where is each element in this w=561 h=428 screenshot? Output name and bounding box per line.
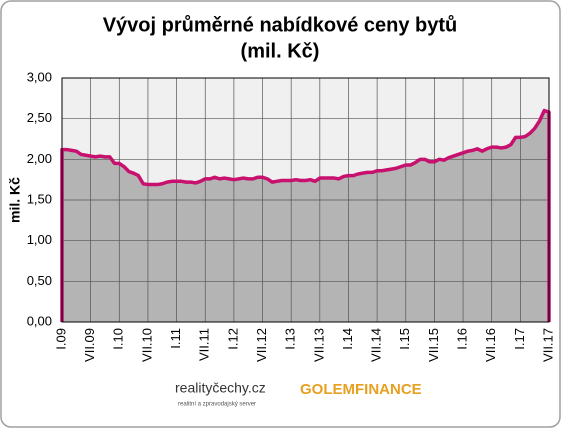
x-tick-label: I.13 (283, 328, 298, 350)
x-tick-label: I.12 (225, 328, 240, 350)
logo: realityčechy.cz (175, 380, 266, 396)
x-tick-label: VII.10 (139, 328, 154, 362)
chart-title: Vývoj průměrné nabídkové ceny bytů (103, 14, 458, 36)
x-tick-label: VII.15 (426, 328, 441, 362)
plot-border (61, 77, 550, 323)
y-tick-label: 3,00 (27, 69, 52, 84)
line (60, 108, 551, 322)
x-tick-label: VII.11 (197, 328, 212, 361)
y-tick-label: 2,50 (27, 110, 52, 125)
x-tick-label: I.11 (168, 328, 183, 349)
y-tick-label: 1,50 (27, 191, 52, 206)
x-tick-label: I.17 (512, 328, 527, 350)
area (62, 110, 549, 323)
x-tick-label: VII.12 (254, 328, 269, 362)
x-tick-label: VII.13 (311, 328, 326, 362)
chart-subtitle: (mil. Kč) (241, 40, 320, 62)
logo-caption: realitní a zpravodajský server (178, 402, 256, 408)
x-tick-label: VII.16 (483, 328, 498, 362)
y-tick-label: 0,00 (27, 313, 52, 328)
x-tick-label: I.15 (397, 328, 412, 350)
x-tick-label: I.09 (53, 328, 68, 350)
y-tick-label: 0,50 (27, 273, 52, 288)
x-tick-label: VII.14 (369, 328, 384, 362)
x-tick-label: I.16 (454, 328, 469, 350)
x-tick-label: I.14 (340, 328, 355, 350)
y-axis-label: mil. Kč (7, 177, 23, 223)
y-tick-label: 1,00 (27, 232, 52, 247)
x-tick-label: VII.09 (82, 328, 97, 362)
y-tick-label: 2,00 (27, 151, 52, 166)
logo: GOLEMFINANCE (300, 381, 422, 398)
x-tick-label: VII.17 (540, 328, 555, 362)
x-tick-label: I.10 (111, 328, 126, 350)
